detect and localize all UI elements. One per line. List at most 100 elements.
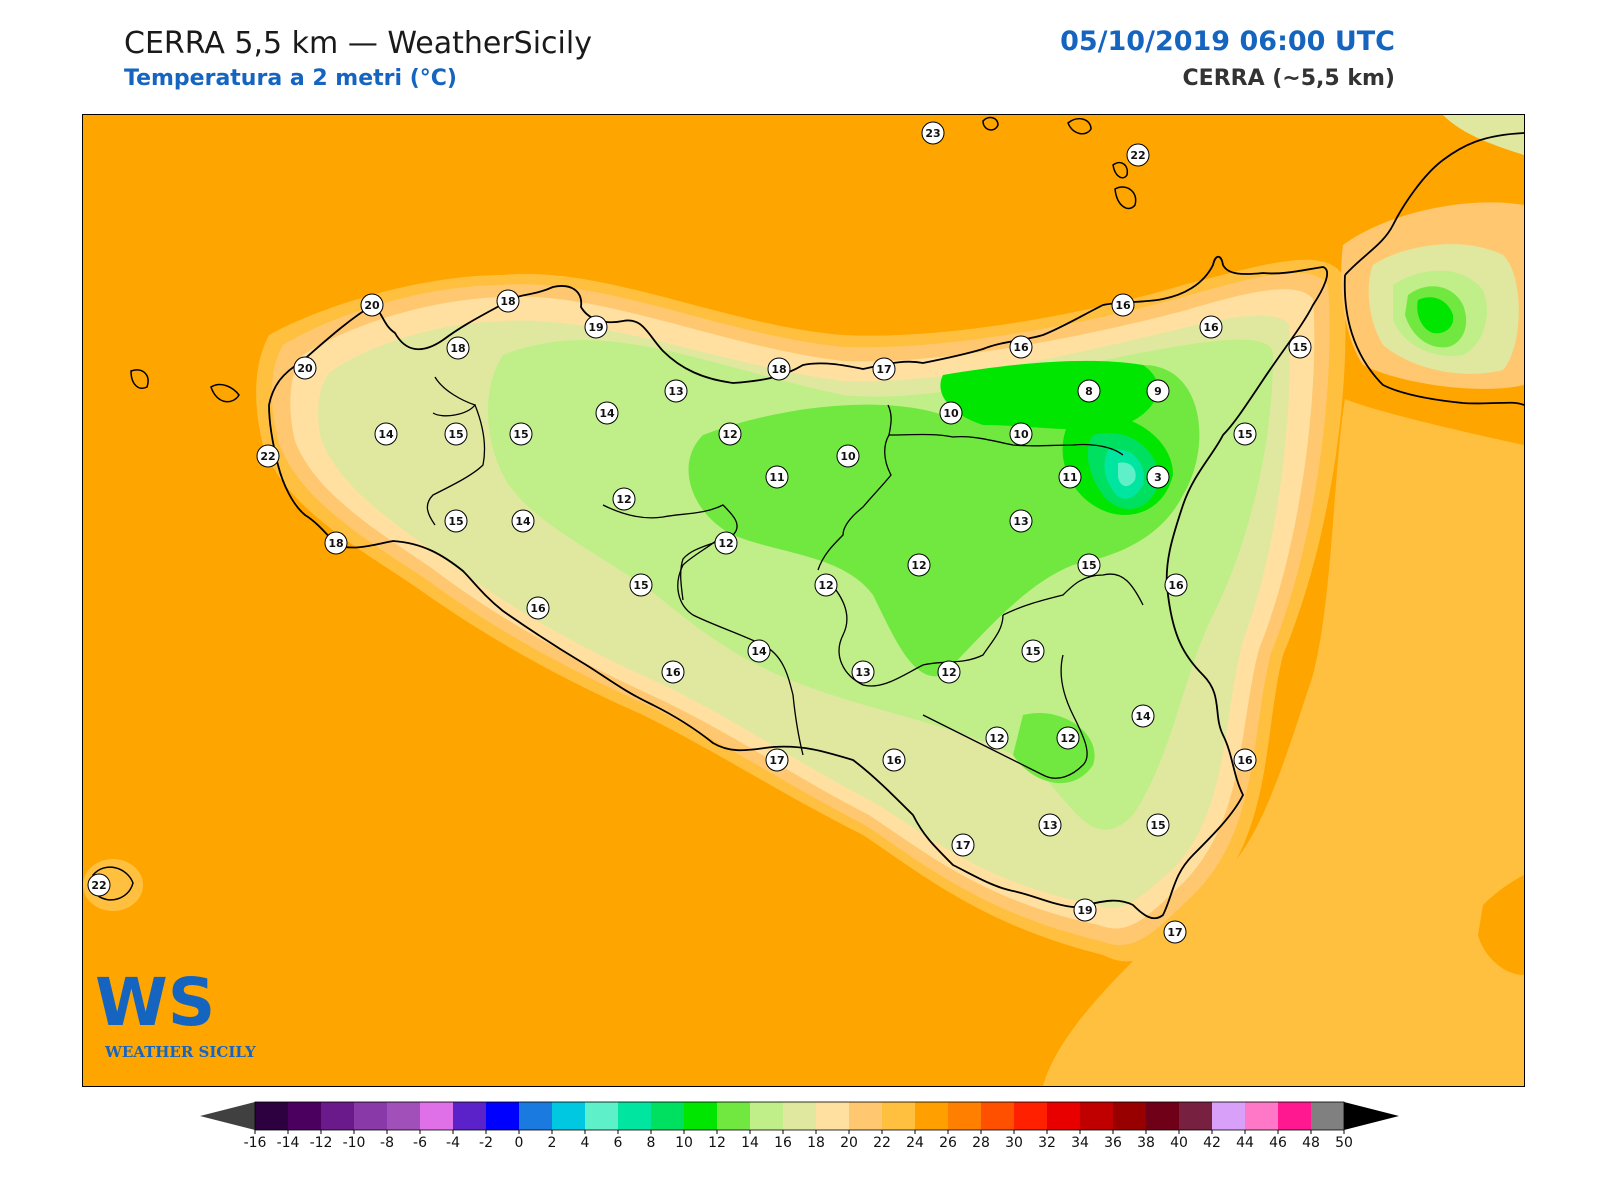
model-label: CERRA (~5,5 km) bbox=[1182, 66, 1395, 91]
value-marker-label: 15 bbox=[448, 428, 463, 441]
value-marker: 9 bbox=[1146, 379, 1170, 403]
value-marker: 22 bbox=[1126, 143, 1150, 167]
colorbar-cell bbox=[783, 1102, 816, 1130]
colorbar-tick-label: 28 bbox=[972, 1135, 990, 1151]
border-cl-en bbox=[822, 574, 1004, 687]
value-marker-label: 15 bbox=[1081, 559, 1096, 572]
value-marker-circle bbox=[814, 573, 838, 597]
value-marker-circle bbox=[907, 553, 931, 577]
value-marker: 16 bbox=[526, 596, 550, 620]
colorbar-tick-label: 32 bbox=[1038, 1135, 1056, 1151]
value-marker-label: 16 bbox=[1237, 754, 1253, 767]
value-marker: 19 bbox=[584, 315, 608, 339]
value-marker: 16 bbox=[661, 660, 685, 684]
value-marker-label: 10 bbox=[943, 407, 959, 420]
value-marker-circle bbox=[836, 444, 860, 468]
value-marker: 16 bbox=[1199, 315, 1223, 339]
value-marker-circle bbox=[1111, 293, 1135, 317]
value-marker-circle bbox=[446, 336, 470, 360]
island-marettimo bbox=[130, 369, 149, 389]
colorbar-cell bbox=[585, 1102, 618, 1130]
border-ag-cl bbox=[677, 534, 804, 756]
value-marker-circle bbox=[1164, 573, 1188, 597]
sea-patch-right bbox=[1478, 875, 1524, 975]
value-marker-label: 17 bbox=[876, 363, 891, 376]
value-marker-label: 14 bbox=[599, 407, 615, 420]
colorbar-cell bbox=[321, 1102, 354, 1130]
border-rg-sr bbox=[922, 654, 1088, 779]
value-marker-label: 16 bbox=[886, 754, 902, 767]
forecast-datetime: 05/10/2019 06:00 UTC bbox=[1060, 26, 1395, 57]
value-marker-label: 15 bbox=[1292, 341, 1307, 354]
value-marker-circle bbox=[1077, 553, 1101, 577]
value-marker-label: 20 bbox=[364, 299, 380, 312]
value-marker-circle bbox=[1233, 748, 1257, 772]
value-marker: 17 bbox=[1163, 920, 1187, 944]
value-marker-circle bbox=[951, 833, 975, 857]
colorbar-cell bbox=[948, 1102, 981, 1130]
value-marker-circle bbox=[360, 293, 384, 317]
value-marker-label: 13 bbox=[1042, 819, 1057, 832]
value-marker-circle bbox=[851, 660, 875, 684]
value-marker: 12 bbox=[718, 422, 742, 446]
value-marker-circle bbox=[444, 509, 468, 533]
value-marker-circle bbox=[526, 596, 550, 620]
value-marker-label: 14 bbox=[751, 645, 767, 658]
value-marker-label: 23 bbox=[925, 127, 940, 140]
value-marker-circle bbox=[664, 379, 688, 403]
colorbar-tick-label: 24 bbox=[906, 1135, 924, 1151]
value-marker-circle bbox=[661, 660, 685, 684]
value-markers: 23 22 20 18 19 18 20 16 16 15 18 17 16 8 9 13 14 14 15 15 12… bbox=[87, 121, 1312, 944]
value-marker-label: 15 bbox=[1150, 819, 1165, 832]
zone-10 bbox=[940, 360, 1158, 430]
value-marker-circle bbox=[1199, 315, 1223, 339]
value-marker-label: 22 bbox=[260, 450, 275, 463]
colorbar-tick-label: 20 bbox=[840, 1135, 858, 1151]
value-marker-label: 18 bbox=[450, 342, 465, 355]
value-marker: 22 bbox=[87, 873, 111, 897]
value-marker-label: 8 bbox=[1085, 385, 1093, 398]
colorbar-cell bbox=[1245, 1102, 1278, 1130]
colorbar-tick-label: 26 bbox=[939, 1135, 957, 1151]
colorbar-tick-label: 8 bbox=[647, 1135, 656, 1151]
island-salina bbox=[1067, 118, 1092, 135]
value-marker: 15 bbox=[1146, 813, 1170, 837]
value-marker-circle bbox=[939, 401, 963, 425]
colorbar-tick-label: 42 bbox=[1203, 1135, 1221, 1151]
colorbar-cell bbox=[1146, 1102, 1179, 1130]
colorbar-cell bbox=[288, 1102, 321, 1130]
value-marker-label: 13 bbox=[855, 666, 870, 679]
value-marker: 14 bbox=[374, 422, 398, 446]
value-marker: 14 bbox=[511, 509, 535, 533]
value-marker: 15 bbox=[509, 422, 533, 446]
value-marker-label: 19 bbox=[1077, 904, 1092, 917]
value-marker-circle bbox=[256, 444, 280, 468]
value-marker-label: 13 bbox=[1013, 515, 1028, 528]
value-marker-label: 16 bbox=[665, 666, 681, 679]
logo-text: WEATHER SICILY bbox=[104, 1043, 256, 1061]
value-marker-circle bbox=[1077, 379, 1101, 403]
value-marker-label: 17 bbox=[1167, 926, 1182, 939]
value-marker-circle bbox=[1146, 379, 1170, 403]
colorbar-cell bbox=[1311, 1102, 1344, 1130]
colorbar-tick-label: 48 bbox=[1302, 1135, 1320, 1151]
value-marker: 14 bbox=[747, 639, 771, 663]
colorbar-cell bbox=[849, 1102, 882, 1130]
colorbar-tick-label: 0 bbox=[515, 1135, 524, 1151]
value-marker-circle bbox=[1009, 335, 1033, 359]
sea-band-se bbox=[1043, 399, 1524, 1086]
value-marker-circle bbox=[921, 121, 945, 145]
calabria-10 bbox=[1417, 297, 1454, 334]
value-marker-circle bbox=[374, 422, 398, 446]
calabria-north bbox=[1443, 115, 1524, 155]
value-marker-circle bbox=[1146, 813, 1170, 837]
colorbar-cell bbox=[915, 1102, 948, 1130]
value-marker: 18 bbox=[446, 336, 470, 360]
value-marker-label: 16 bbox=[530, 602, 546, 615]
value-marker: 23 bbox=[921, 121, 945, 145]
value-marker-label: 12 bbox=[722, 428, 737, 441]
value-marker-label: 14 bbox=[1135, 710, 1151, 723]
value-marker-label: 13 bbox=[668, 385, 683, 398]
value-marker-circle bbox=[496, 289, 520, 313]
value-marker: 12 bbox=[1056, 726, 1080, 750]
